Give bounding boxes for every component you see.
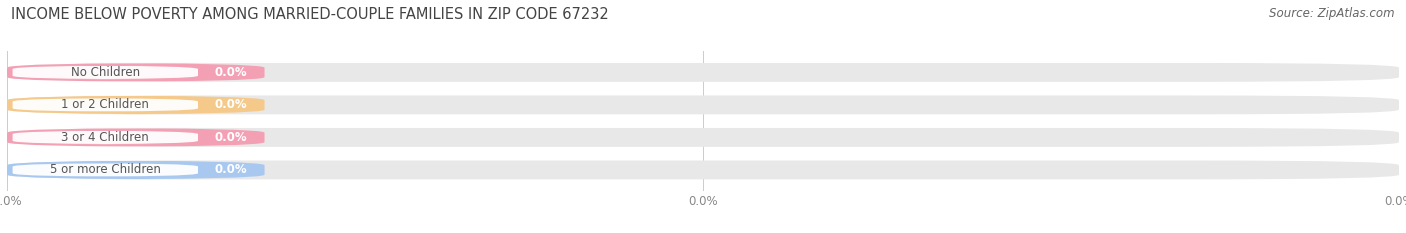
Text: 0.0%: 0.0% [215,98,247,111]
Text: INCOME BELOW POVERTY AMONG MARRIED-COUPLE FAMILIES IN ZIP CODE 67232: INCOME BELOW POVERTY AMONG MARRIED-COUPL… [11,7,609,22]
FancyBboxPatch shape [7,128,1399,147]
Text: Source: ZipAtlas.com: Source: ZipAtlas.com [1270,7,1395,20]
FancyBboxPatch shape [13,98,198,112]
FancyBboxPatch shape [7,63,1399,82]
FancyBboxPatch shape [7,161,264,179]
Text: No Children: No Children [70,66,139,79]
Text: 3 or 4 Children: 3 or 4 Children [62,131,149,144]
Text: 1 or 2 Children: 1 or 2 Children [62,98,149,111]
FancyBboxPatch shape [7,96,264,114]
Text: 0.0%: 0.0% [215,66,247,79]
FancyBboxPatch shape [13,66,198,79]
FancyBboxPatch shape [7,161,1399,179]
FancyBboxPatch shape [7,63,264,82]
Text: 5 or more Children: 5 or more Children [49,163,160,176]
Text: 0.0%: 0.0% [215,131,247,144]
Text: 0.0%: 0.0% [215,163,247,176]
FancyBboxPatch shape [13,163,198,177]
FancyBboxPatch shape [13,131,198,144]
FancyBboxPatch shape [7,128,264,147]
FancyBboxPatch shape [7,96,1399,114]
